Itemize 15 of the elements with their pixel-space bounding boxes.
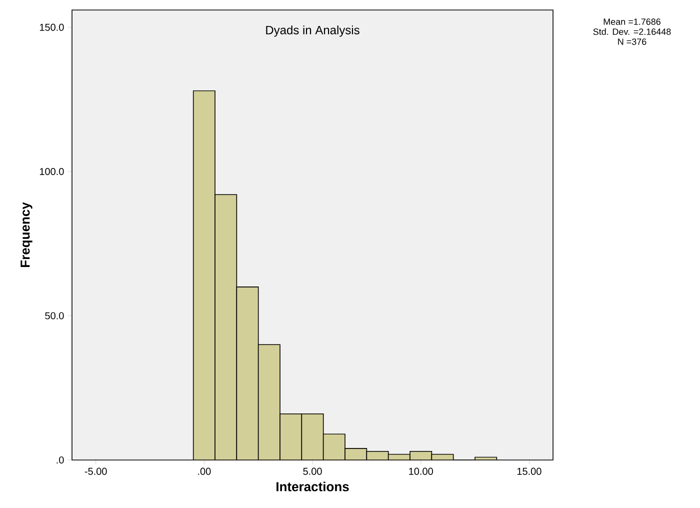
y-tick-label: 150.0 bbox=[40, 24, 64, 31]
text: N =376 bbox=[618, 38, 646, 45]
x-tick-label: .00 bbox=[198, 468, 211, 475]
y-tick-label: .0 bbox=[56, 456, 64, 464]
x-tick-label: -5.00 bbox=[84, 468, 107, 475]
y-tick-label: 100.0 bbox=[40, 168, 64, 176]
x-axis-title: Interactions bbox=[276, 482, 349, 492]
text: Dyads in Analysis bbox=[266, 26, 360, 37]
y-axis-title: Frequency bbox=[20, 202, 32, 268]
text: Mean =1.7686 bbox=[604, 18, 660, 25]
x-tick-label: 10.00 bbox=[409, 468, 433, 475]
text: Std. Dev. =2.16448 bbox=[593, 28, 671, 35]
x-tick-label: 15.00 bbox=[517, 468, 542, 475]
y-tick-label: 50.0 bbox=[45, 312, 64, 320]
x-tick-label: 5.00 bbox=[303, 468, 322, 475]
